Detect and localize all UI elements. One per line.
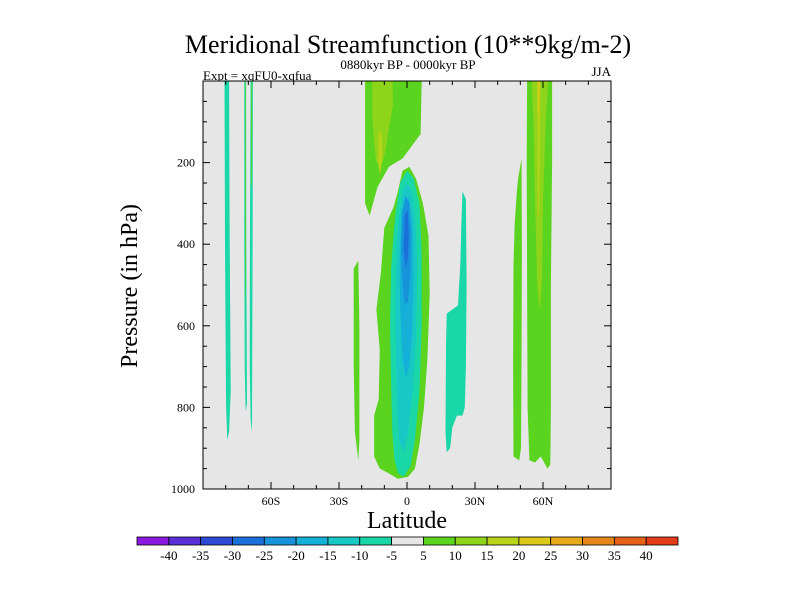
colorbar-swatch bbox=[327, 536, 361, 546]
colorbar-swatch bbox=[168, 536, 202, 546]
colorbar-swatch bbox=[518, 536, 552, 546]
colorbar-swatch bbox=[613, 536, 647, 546]
colorbar-label: 40 bbox=[640, 548, 653, 563]
contour-region-high-lat-yellow bbox=[537, 81, 540, 114]
contour-region-south-polar-band-a bbox=[224, 81, 231, 440]
contour-region-south-polar-band-b-inner bbox=[244, 81, 246, 310]
colorbar-swatch bbox=[391, 536, 424, 546]
colorbar-label: 10 bbox=[449, 548, 462, 563]
y-axis-ticks: 200 400 600 800 1000 bbox=[171, 100, 611, 496]
colorbar-label: 30 bbox=[576, 548, 589, 563]
contour-region-equatorial-blue bbox=[403, 209, 409, 269]
y-tick-label: 1000 bbox=[171, 482, 195, 496]
experiment-label: Expt = xqFU0-xqfua bbox=[203, 68, 312, 83]
chart-title: Meridional Streamfunction (10**9kg/m-2) bbox=[185, 30, 631, 59]
colorbar-label: -40 bbox=[160, 548, 177, 563]
colorbar-swatch bbox=[136, 536, 170, 546]
colorbar-swatch bbox=[454, 536, 488, 546]
colorbar-label: -15 bbox=[319, 548, 336, 563]
colorbar-label: 20 bbox=[512, 548, 525, 563]
y-tick-label: 400 bbox=[177, 237, 195, 251]
colorbar-label: -25 bbox=[256, 548, 273, 563]
contour-region-high-lat-lime bbox=[531, 81, 549, 310]
contour-region-midlat-band bbox=[513, 158, 522, 461]
colorbar-label: -30 bbox=[224, 548, 241, 563]
colorbar-swatch bbox=[550, 536, 583, 546]
colorbar-label: 25 bbox=[544, 548, 557, 563]
contour-region-southern-lower-green bbox=[353, 260, 360, 461]
colorbar-label: 5 bbox=[420, 548, 427, 563]
x-axis-label: Latitude bbox=[367, 508, 447, 534]
period-label: 0880kyr BP - 0000kyr BP bbox=[340, 57, 475, 72]
y-tick-label: 200 bbox=[177, 156, 195, 170]
y-tick-label: 600 bbox=[177, 319, 195, 333]
colorbar-swatch bbox=[232, 536, 265, 546]
colorbar-label: -35 bbox=[192, 548, 209, 563]
x-tick-label: 60S bbox=[262, 494, 281, 508]
colorbar-label: 35 bbox=[608, 548, 621, 563]
y-tick-label: 800 bbox=[177, 400, 195, 414]
colorbar-label: -10 bbox=[351, 548, 368, 563]
x-tick-label: 30N bbox=[465, 494, 486, 508]
colorbar-swatch bbox=[200, 536, 233, 546]
colorbar-label: 15 bbox=[481, 548, 494, 563]
contour-region-upper-tropical-gold bbox=[378, 130, 383, 175]
contour-region-upper-tropical-lime bbox=[372, 81, 393, 163]
colorbar-swatch bbox=[423, 536, 456, 546]
colorbar: -40 -35 -30 -25 -20 -15 -10 -5 5 10 15 20 25 30 35 40 bbox=[136, 536, 679, 563]
contour-region-south-polar-band-c-inner bbox=[251, 81, 253, 188]
x-tick-label: 30S bbox=[330, 494, 349, 508]
x-axis-ticks: 60S 30S 0 30N 60N bbox=[225, 81, 589, 508]
colorbar-swatch bbox=[359, 536, 392, 546]
y-axis-label: Pressure (in hPa) bbox=[117, 204, 143, 368]
x-tick-label: 60N bbox=[533, 494, 554, 508]
colorbar-swatch bbox=[486, 536, 520, 546]
colorbar-label: -5 bbox=[386, 548, 397, 563]
contour-region-high-lat-gold bbox=[537, 81, 541, 216]
colorbar-label: -20 bbox=[287, 548, 304, 563]
colorbar-swatch bbox=[295, 536, 329, 546]
contour-regions bbox=[224, 81, 553, 479]
colorbar-swatch bbox=[645, 536, 679, 546]
contour-region-south-polar-band-c bbox=[249, 81, 253, 432]
x-tick-label: 0 bbox=[404, 494, 410, 508]
season-label: JJA bbox=[591, 64, 611, 79]
colorbar-swatch bbox=[263, 536, 297, 546]
colorbar-swatch bbox=[582, 536, 615, 546]
contour-region-northern-aqua-col bbox=[445, 191, 467, 453]
